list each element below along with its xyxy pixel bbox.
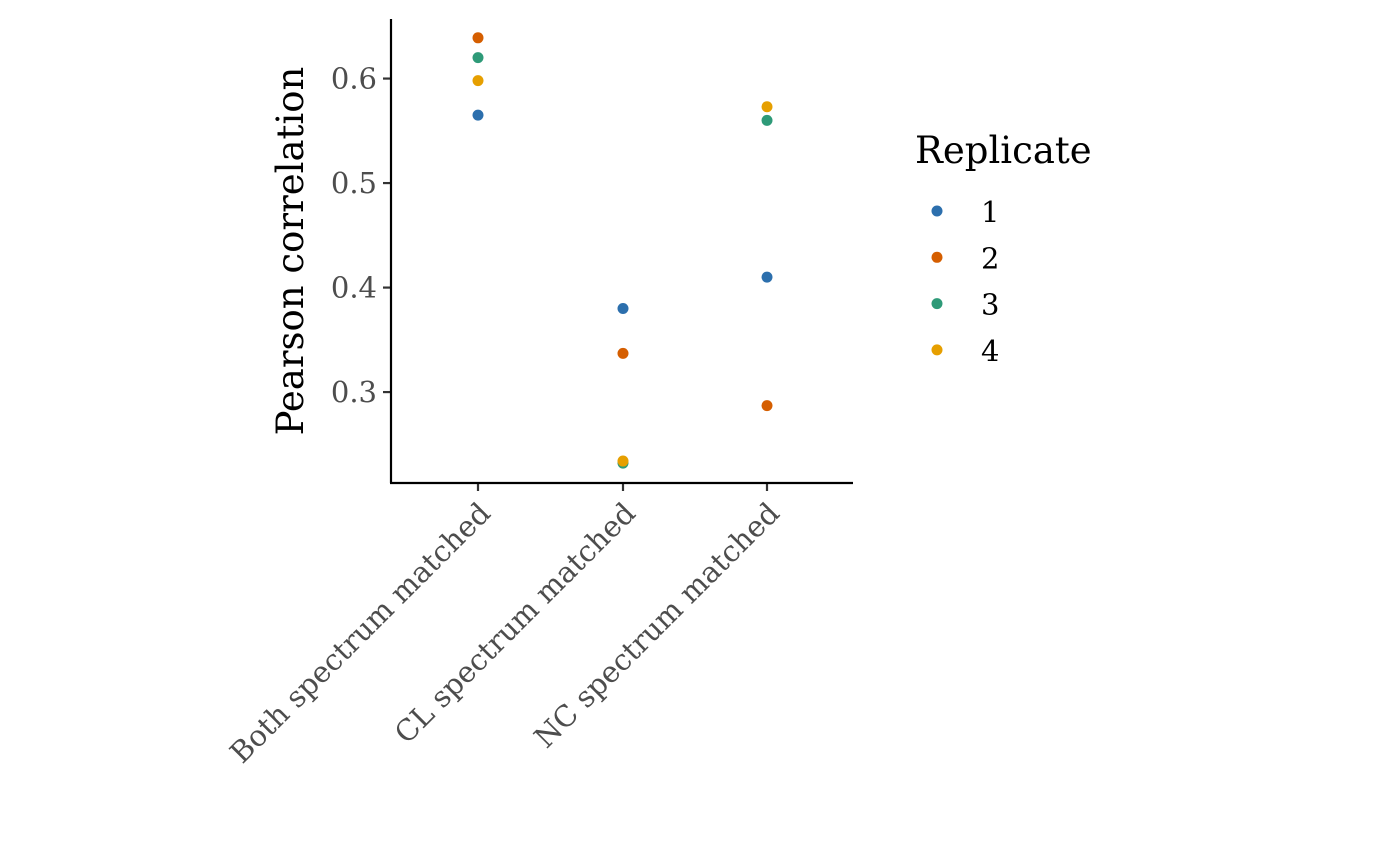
legend-key-replicate-4 — [931, 344, 943, 356]
data-point-replicate-4 — [472, 75, 484, 87]
y-tick-label: 0.6 — [331, 62, 377, 96]
legend-label-replicate-2: 2 — [981, 241, 999, 275]
data-point-replicate-2 — [472, 32, 484, 44]
legend-items: 1 2 3 4 — [931, 195, 999, 368]
y-tick-label: 0.4 — [331, 271, 377, 305]
legend-label-replicate-3: 3 — [981, 288, 999, 322]
data-point-replicate-4 — [761, 101, 773, 113]
legend: Replicate 1 2 3 4 — [915, 129, 1092, 368]
legend-label-replicate-4: 4 — [981, 334, 999, 368]
y-axis-title: Pearson correlation — [269, 67, 312, 436]
y-axis-ticks: 0.3 0.4 0.5 0.6 — [331, 62, 391, 409]
x-tick-label: Both spectrum matched — [223, 496, 497, 770]
legend-label-replicate-1: 1 — [981, 195, 999, 229]
data-point-replicate-3 — [472, 52, 484, 64]
legend-key-replicate-1 — [931, 205, 943, 217]
legend-key-replicate-2 — [931, 251, 943, 263]
data-points — [472, 32, 773, 469]
data-point-replicate-4 — [617, 455, 629, 467]
data-point-replicate-1 — [472, 109, 484, 121]
legend-key-replicate-3 — [931, 298, 943, 310]
data-point-replicate-2 — [761, 400, 773, 412]
y-tick-label: 0.5 — [331, 166, 377, 200]
data-point-replicate-1 — [761, 271, 773, 283]
data-point-replicate-2 — [617, 347, 629, 359]
data-point-replicate-3 — [761, 114, 773, 126]
x-tick-label: NC spectrum matched — [527, 496, 786, 755]
y-tick-label: 0.3 — [331, 375, 377, 409]
data-point-replicate-1 — [617, 302, 629, 314]
legend-title: Replicate — [915, 129, 1092, 172]
x-tick-label: CL spectrum matched — [388, 496, 642, 750]
